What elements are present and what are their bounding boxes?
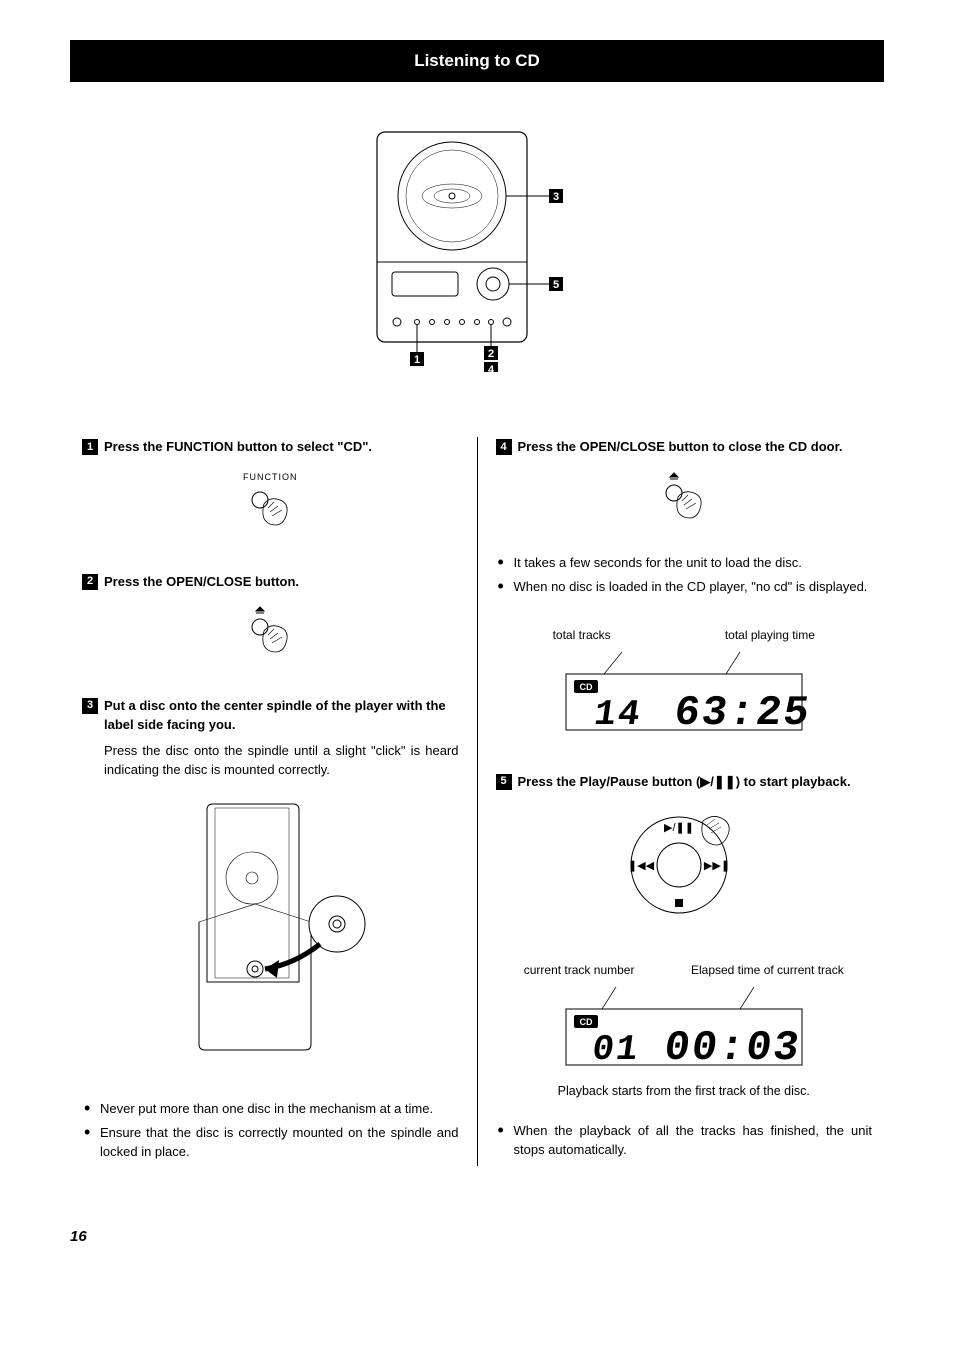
svg-text:1: 1 (414, 354, 420, 366)
end-notes: When the playback of all the tracks has … (496, 1121, 873, 1160)
svg-text:00:03: 00:03 (661, 1024, 804, 1071)
page-title-bar: Listening to CD (70, 40, 884, 82)
step-3: 3 Put a disc onto the center spindle of … (82, 696, 459, 1070)
right-column: 4 Press the OPEN/CLOSE button to close t… (484, 437, 885, 1166)
jog-dial-svg: ▶/❚❚ ❚◀◀ ▶▶❚ (619, 805, 749, 925)
step-3-body: Press the disc onto the spindle until a … (104, 741, 459, 780)
close-button-figure (496, 471, 873, 532)
step-5-badge: 5 (496, 774, 512, 790)
display-total: total tracks total playing time CD 14 63… (496, 626, 873, 742)
page-title: Listening to CD (414, 51, 540, 70)
svg-text:63:25: 63:25 (671, 689, 814, 736)
svg-text:▶▶❚: ▶▶❚ (704, 860, 730, 872)
device-diagram: 3 5 1 2 4 (70, 122, 884, 378)
step-1-title: Press the FUNCTION button to select "CD"… (104, 437, 459, 457)
svg-text:❚◀◀: ❚◀◀ (628, 860, 655, 872)
svg-text:4: 4 (488, 364, 495, 372)
insert-disc-figure (82, 794, 459, 1070)
step-2-badge: 2 (82, 574, 98, 590)
step-3-title: Put a disc onto the center spindle of th… (104, 696, 459, 735)
svg-text:01: 01 (589, 1029, 642, 1070)
note-item: When no disc is loaded in the CD player,… (496, 577, 873, 597)
step-5-title: Press the Play/Pause button (▶/❚❚) to st… (518, 772, 873, 792)
svg-text:2: 2 (488, 348, 494, 360)
label-total-tracks: total tracks (553, 626, 611, 644)
step-4-notes: It takes a few seconds for the unit to l… (496, 553, 873, 596)
note-item: When the playback of all the tracks has … (496, 1121, 873, 1160)
label-current-track: current track number (524, 961, 635, 979)
label-total-time: total playing time (725, 626, 815, 644)
jog-dial-figure: ▶/❚❚ ❚◀◀ ▶▶❚ (496, 805, 873, 931)
play-pause-glyph: ▶/❚❚ (700, 774, 735, 789)
step-4-title: Press the OPEN/CLOSE button to close the… (518, 437, 873, 457)
step-2-title: Press the OPEN/CLOSE button. (104, 572, 459, 592)
display-current: current track number Elapsed time of cur… (496, 961, 873, 1101)
step-1: 1 Press the FUNCTION button to select "C… (82, 437, 459, 542)
insert-disc-svg (155, 794, 385, 1064)
step-5: 5 Press the Play/Pause button (▶/❚❚) to … (496, 772, 873, 931)
press-hand-icon (240, 486, 300, 536)
playback-caption: Playback starts from the first track of … (496, 1082, 873, 1101)
note-item: Ensure that the disc is correctly mounte… (82, 1123, 459, 1162)
svg-text:14: 14 (591, 694, 644, 735)
lcd-display-1: CD 14 63:25 (544, 646, 824, 736)
note-item: Never put more than one disc in the mech… (82, 1099, 459, 1119)
eject-button-figure (82, 605, 459, 666)
function-button-figure: FUNCTION (82, 471, 459, 542)
step-3-badge: 3 (82, 698, 98, 714)
lcd-display-2: CD 01 00:03 (544, 981, 824, 1071)
note-item: It takes a few seconds for the unit to l… (496, 553, 873, 573)
step-4-badge: 4 (496, 439, 512, 455)
svg-text:5: 5 (553, 279, 559, 291)
label-elapsed-time: Elapsed time of current track (691, 961, 844, 979)
svg-text:CD: CD (579, 1017, 592, 1027)
eject-press-icon (654, 471, 714, 526)
device-diagram-svg: 3 5 1 2 4 (347, 122, 607, 372)
eject-press-icon (240, 605, 300, 660)
function-label: FUNCTION (82, 471, 459, 485)
svg-text:3: 3 (553, 191, 559, 203)
left-column: 1 Press the FUNCTION button to select "C… (70, 437, 471, 1166)
step-3-notes: Never put more than one disc in the mech… (82, 1099, 459, 1162)
page-number: 16 (70, 1226, 884, 1249)
svg-text:▶/❚❚: ▶/❚❚ (664, 822, 694, 834)
content-columns: 1 Press the FUNCTION button to select "C… (70, 437, 884, 1166)
step-4: 4 Press the OPEN/CLOSE button to close t… (496, 437, 873, 596)
column-divider (477, 437, 478, 1166)
svg-text:CD: CD (579, 682, 592, 692)
step-1-badge: 1 (82, 439, 98, 455)
step-2: 2 Press the OPEN/CLOSE button. (82, 572, 459, 666)
